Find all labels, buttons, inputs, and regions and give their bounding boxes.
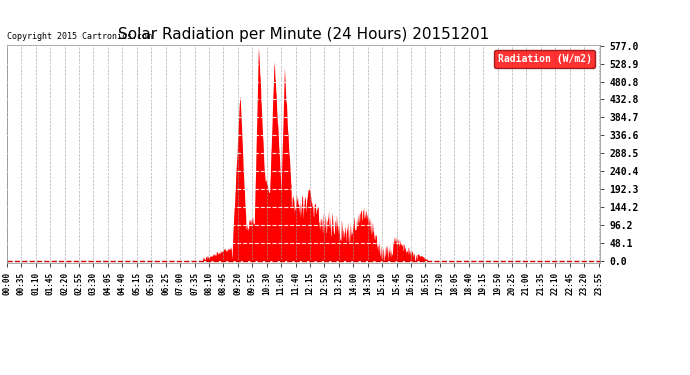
Title: Solar Radiation per Minute (24 Hours) 20151201: Solar Radiation per Minute (24 Hours) 20… bbox=[118, 27, 489, 42]
Legend: Radiation (W/m2): Radiation (W/m2) bbox=[493, 50, 595, 68]
Text: Copyright 2015 Cartronics.com: Copyright 2015 Cartronics.com bbox=[7, 32, 152, 40]
